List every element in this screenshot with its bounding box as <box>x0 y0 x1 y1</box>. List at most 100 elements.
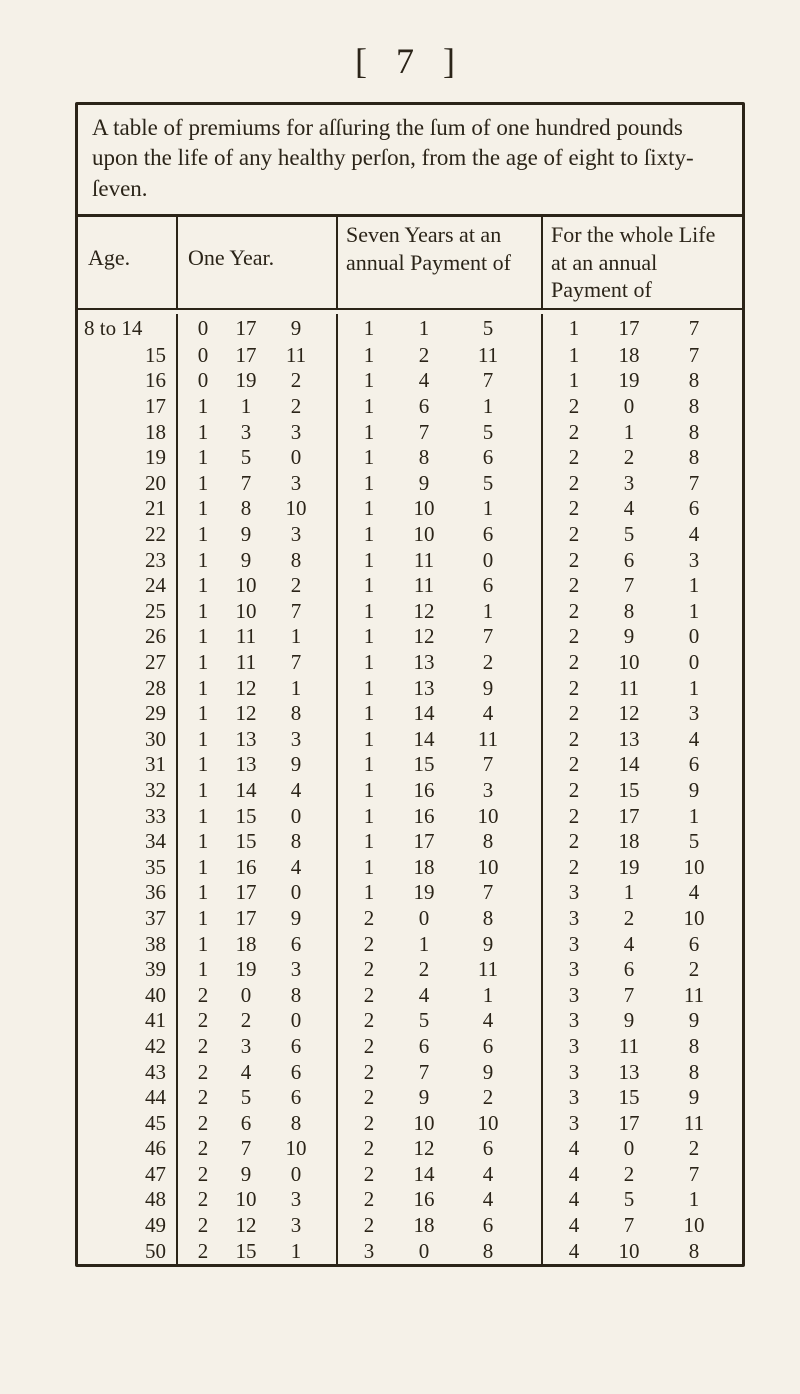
pounds: 1 <box>186 626 220 647</box>
cell-age: 41 <box>78 1008 178 1034</box>
shillings: 13 <box>595 729 663 750</box>
pounds: 2 <box>186 1087 220 1108</box>
table-row: 8 to 1401791151177 <box>78 310 742 343</box>
pounds: 2 <box>553 652 595 673</box>
pounds: 2 <box>553 626 595 647</box>
cell-one-year: 246 <box>178 1059 338 1085</box>
table-row: 221931106254 <box>78 522 742 548</box>
cell-one-year: 1144 <box>178 778 338 804</box>
cell-one-year: 1102 <box>178 573 338 599</box>
pence: 3 <box>272 473 320 494</box>
pence: 1 <box>458 985 518 1006</box>
pounds: 4 <box>553 1138 595 1159</box>
pence: 2 <box>458 652 518 673</box>
shillings: 15 <box>390 754 458 775</box>
pounds: 2 <box>348 1087 390 1108</box>
pounds: 1 <box>348 318 390 339</box>
pence: 0 <box>272 1164 320 1185</box>
pounds: 0 <box>186 370 220 391</box>
cell-whole-life: 427 <box>543 1162 742 1188</box>
cell-one-year: 2103 <box>178 1187 338 1213</box>
pounds: 3 <box>553 1010 595 1031</box>
cell-seven-years: 1110 <box>338 547 543 573</box>
table-row: 2411021116271 <box>78 573 742 599</box>
table-row: 472902144427 <box>78 1162 742 1188</box>
pence: 7 <box>458 882 518 903</box>
pounds: 1 <box>186 806 220 827</box>
cell-age: 37 <box>78 906 178 932</box>
shillings: 9 <box>595 626 663 647</box>
shillings: 9 <box>220 1164 272 1185</box>
pounds: 1 <box>348 882 390 903</box>
pence: 8 <box>458 831 518 852</box>
table-row: 31113911572146 <box>78 752 742 778</box>
pounds: 2 <box>186 1164 220 1185</box>
pounds: 2 <box>348 959 390 980</box>
shillings: 13 <box>390 652 458 673</box>
pence: 3 <box>272 959 320 980</box>
cell-seven-years: 241 <box>338 982 543 1008</box>
cell-age: 49 <box>78 1213 178 1239</box>
pence: 3 <box>272 1215 320 1236</box>
shillings: 0 <box>220 985 272 1006</box>
pence: 7 <box>272 601 320 622</box>
pence: 1 <box>458 396 518 417</box>
cell-seven-years: 1178 <box>338 829 543 855</box>
shillings: 10 <box>390 498 458 519</box>
shillings: 4 <box>390 985 458 1006</box>
pence: 9 <box>272 318 320 339</box>
table-frame: A table of premiums for aſſuring the ſum… <box>75 102 745 1267</box>
table-row: 1601921471198 <box>78 368 742 394</box>
shillings: 16 <box>390 806 458 827</box>
shillings: 4 <box>595 498 663 519</box>
table-row: 402082413711 <box>78 982 742 1008</box>
pounds: 1 <box>186 396 220 417</box>
pounds: 1 <box>348 703 390 724</box>
shillings: 10 <box>595 1241 663 1262</box>
shillings: 9 <box>220 550 272 571</box>
shillings: 6 <box>390 396 458 417</box>
cell-seven-years: 161 <box>338 394 543 420</box>
shillings: 15 <box>220 831 272 852</box>
shillings: 18 <box>390 1215 458 1236</box>
cell-whole-life: 3159 <box>543 1085 742 1111</box>
cell-seven-years: 1106 <box>338 522 543 548</box>
shillings: 18 <box>390 857 458 878</box>
pounds: 2 <box>553 754 595 775</box>
pounds: 2 <box>348 1164 390 1185</box>
cell-age: 44 <box>78 1085 178 1111</box>
shillings: 6 <box>390 1036 458 1057</box>
pounds: 1 <box>348 831 390 852</box>
shillings: 12 <box>220 1215 272 1236</box>
pounds: 2 <box>186 1062 220 1083</box>
cell-one-year: 1121 <box>178 675 338 701</box>
table-row: 18133175218 <box>78 419 742 445</box>
shillings: 18 <box>595 831 663 852</box>
cell-age: 16 <box>78 368 178 394</box>
cell-one-year: 0192 <box>178 368 338 394</box>
cell-one-year: 1133 <box>178 726 338 752</box>
pence: 3 <box>458 780 518 801</box>
cell-seven-years: 254 <box>338 1008 543 1034</box>
cell-seven-years: 2144 <box>338 1162 543 1188</box>
pence: 1 <box>663 678 725 699</box>
shillings: 10 <box>220 575 272 596</box>
pence: 1 <box>272 626 320 647</box>
shillings: 19 <box>595 857 663 878</box>
cell-age: 47 <box>78 1162 178 1188</box>
shillings: 17 <box>220 318 272 339</box>
pounds: 2 <box>186 1010 220 1031</box>
pounds: 1 <box>348 678 390 699</box>
pounds: 3 <box>553 882 595 903</box>
cell-whole-life: 3118 <box>543 1034 742 1060</box>
pounds: 3 <box>553 985 595 1006</box>
shillings: 0 <box>390 1241 458 1262</box>
pence: 7 <box>458 626 518 647</box>
shillings: 16 <box>390 780 458 801</box>
header-whole-life: For the whole Life at an annual Payment … <box>543 217 742 308</box>
pounds: 1 <box>348 550 390 571</box>
pounds: 1 <box>348 422 390 443</box>
pence: 6 <box>272 1036 320 1057</box>
cell-one-year: 2123 <box>178 1213 338 1239</box>
shillings: 19 <box>390 882 458 903</box>
